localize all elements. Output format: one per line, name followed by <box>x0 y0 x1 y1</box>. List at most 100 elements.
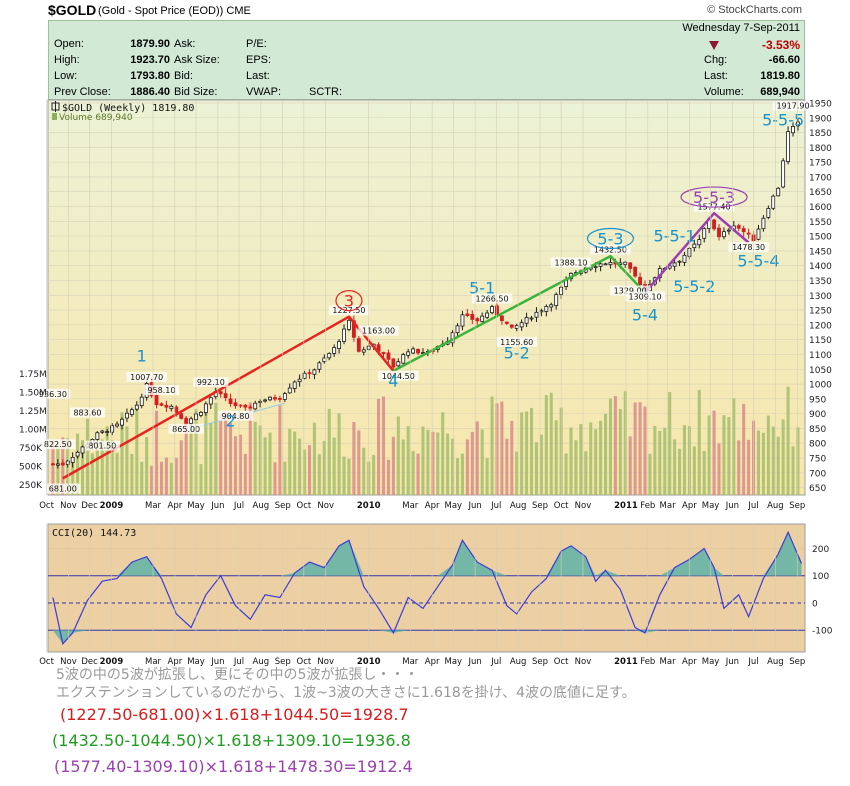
candle-body <box>75 451 80 457</box>
cci-x-tick-label: Oct <box>297 657 312 667</box>
candle-body <box>282 393 287 400</box>
volume-legend-icon <box>52 113 57 120</box>
price-tick-label: 1750 <box>809 159 832 169</box>
volume-bar <box>372 454 376 495</box>
price-label: 822.50 <box>44 440 72 449</box>
price-x-tick-label: Oct <box>554 501 569 511</box>
volume-bar <box>278 405 282 495</box>
pe-label: P/E: <box>246 38 267 50</box>
volume-tick-label: 1.50M <box>19 389 47 399</box>
legend-volume: Volume 689,940 <box>59 113 133 123</box>
candle-body <box>529 317 534 320</box>
price-x-tick-label: Oct <box>297 501 312 511</box>
candle-body <box>593 266 598 269</box>
note-calc-purple: (1577.40-1309.10)×1.618+1478.30=1912.4 <box>54 757 413 776</box>
wave-label: 3 <box>344 292 354 311</box>
candle-body <box>80 446 85 454</box>
volume-bar <box>623 391 627 495</box>
candle-body <box>223 393 228 399</box>
volume-bar <box>505 438 509 495</box>
volume-bar <box>673 439 677 495</box>
wave-label: 2 <box>225 411 235 430</box>
volume-bar <box>470 431 474 495</box>
volume-bar <box>199 464 203 495</box>
wave-label: 5-5-2 <box>673 277 715 296</box>
price-label: 1329.00 <box>614 287 647 296</box>
candle-body <box>465 313 470 316</box>
candle-body <box>726 229 731 232</box>
candle-body <box>342 328 346 342</box>
candle-body <box>179 413 184 419</box>
price-label-bg <box>69 407 106 418</box>
candle-body <box>297 378 302 383</box>
low-value: 1793.80 <box>130 70 170 82</box>
price-x-tick-label: 2010 <box>357 501 381 511</box>
price-x-tick-label: Apr <box>682 501 697 511</box>
volume-bar <box>159 461 164 495</box>
volume-bar <box>347 458 351 495</box>
volume-bar <box>678 448 682 495</box>
candle-body <box>692 243 697 249</box>
price-tick-label: 1550 <box>809 218 832 228</box>
volume-bar <box>569 427 573 495</box>
volume-bar <box>100 439 104 495</box>
volume-bar <box>307 445 312 495</box>
volume-bar <box>692 446 696 495</box>
candle-body <box>233 402 238 407</box>
candle-body <box>287 387 292 394</box>
candle-body <box>761 217 766 230</box>
cci-x-tick-label: Sep <box>532 657 548 667</box>
volume-bar <box>95 442 99 495</box>
exchange-text: CME <box>226 5 251 17</box>
volume-bar <box>189 419 193 495</box>
cci-tick-label: -100 <box>812 627 833 637</box>
volume-bar <box>268 432 272 495</box>
candle-body <box>174 406 179 413</box>
price-tick-label: 650 <box>809 484 826 494</box>
price-tick-label: 1300 <box>809 292 832 302</box>
volume-bar <box>298 438 302 495</box>
candle-body <box>791 125 795 134</box>
volume-bar <box>712 410 716 495</box>
price-label-bg <box>84 440 120 451</box>
volume-bar <box>155 410 159 495</box>
candle-body <box>401 354 406 364</box>
volume-bar <box>214 402 218 495</box>
candle-body <box>302 372 307 379</box>
candle-body <box>682 254 687 263</box>
price-tick-label: 1650 <box>809 188 832 198</box>
volume-bar <box>441 412 445 495</box>
note-calc-red: (1227.50-681.00)×1.618+1044.50=1928.7 <box>60 705 409 724</box>
candle-body <box>628 262 633 269</box>
volume-y-axis: 1.75M 1.50M 1.25M 1.00M 750K 500K 250K <box>19 370 47 491</box>
volume-bar <box>71 461 75 495</box>
volume-bar <box>110 439 114 495</box>
volume-bar <box>776 436 780 495</box>
candle-body <box>470 313 475 320</box>
candle-body <box>411 348 416 354</box>
price-label: 1432.50 <box>594 245 627 254</box>
price-x-tick-label: Sep <box>275 501 291 511</box>
price-x-axis: Oct Nov Dec 2009 Mar Apr May Jun Jul Aug Sep Oct Nov… <box>39 100 805 511</box>
price-x-tick-label: Jun <box>210 501 224 511</box>
price-x-tick-label: Jun <box>725 501 739 511</box>
open-label: Open: <box>54 38 84 50</box>
volume-bar <box>653 425 657 495</box>
volume-bar <box>90 453 94 495</box>
candle-body <box>475 318 480 322</box>
candle-body <box>514 325 519 329</box>
wave-label: 5-5-1 <box>654 227 696 246</box>
candle-body <box>776 187 781 197</box>
price-x-tick-label: Nov <box>575 501 592 511</box>
volume-bar <box>643 406 647 495</box>
price-tick-label: 700 <box>809 469 826 479</box>
price-label: 883.60 <box>73 409 101 418</box>
volume-bar <box>288 428 292 495</box>
volume-bar <box>702 450 706 495</box>
cci-x-tick-label: Aug <box>253 657 270 667</box>
volume-bar <box>480 429 484 495</box>
volume-bar <box>253 421 257 495</box>
price-tick-label: 1450 <box>809 247 832 257</box>
volume-bar <box>436 432 440 495</box>
volume-bar <box>233 436 238 495</box>
